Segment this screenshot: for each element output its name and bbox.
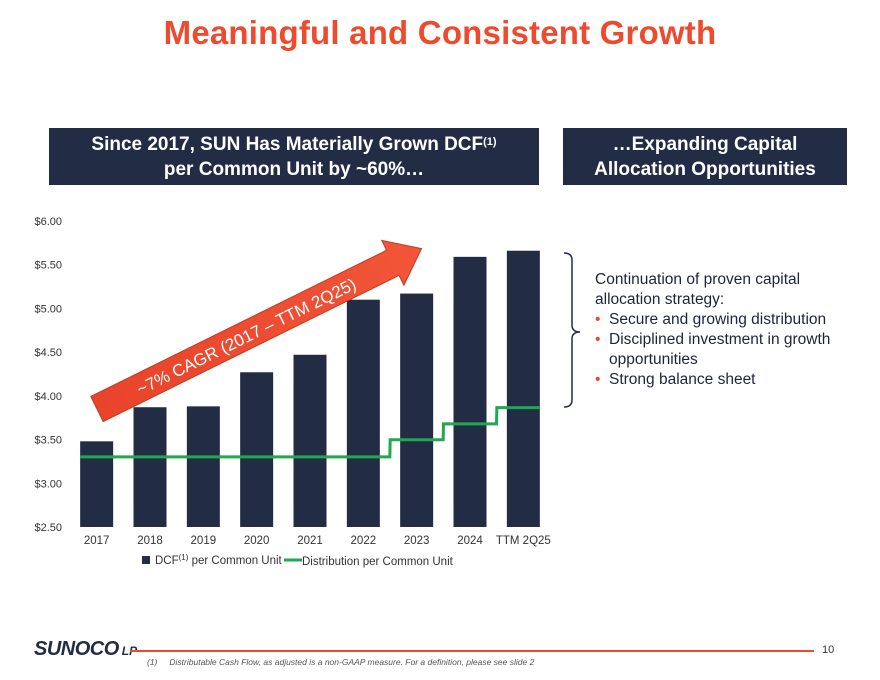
list-item: • Disciplined investment in growth opport… [595, 330, 845, 370]
bar-series [80, 250, 540, 527]
page-title: Meaningful and Consistent Growth [163, 14, 717, 51]
right-brace [563, 252, 581, 408]
chart-legend: DCF(1) per Common Unit Distribution per … [142, 553, 454, 568]
list-item-text: Secure and growing distribution [609, 311, 827, 328]
x-tick-label: 2022 [351, 535, 377, 547]
logo-suffix: LP [122, 644, 137, 658]
dcf-bar [453, 256, 487, 527]
capital-header-line1: …Expanding Capital [612, 134, 798, 155]
x-tick-label: 2020 [244, 535, 270, 547]
list-item: • Strong balance sheet [595, 370, 845, 390]
legend-dcf-swatch [142, 556, 150, 564]
footer-divider [130, 650, 814, 652]
x-tick-label: TTM 2Q25 [496, 535, 551, 547]
dcf-chart: 2017 2018 2019 2020 2021 2022 2023 2024 TTM 2Q25… [34, 216, 581, 568]
dcf-bar [80, 441, 114, 527]
dcf-bar [506, 250, 540, 527]
footnote-mark: (1) [147, 657, 158, 667]
list-item: • Secure and growing distribution [595, 310, 845, 330]
strategy-intro: Continuation of proven capital allocatio… [595, 271, 801, 308]
dcf-bar [400, 293, 434, 527]
dcf-bar [346, 299, 380, 527]
x-tick-label: 2024 [457, 535, 483, 547]
distribution-line [80, 406, 540, 459]
logo-main: SUNOCO [34, 638, 119, 660]
x-tick-label: 2021 [297, 535, 323, 547]
y-tick-label: $5.50 [34, 260, 62, 272]
y-tick-label: $6.00 [34, 216, 62, 228]
dcf-bar [293, 354, 327, 527]
y-tick-label: $2.50 [34, 522, 62, 534]
dcf-header-footnote-ref: (1) [483, 136, 497, 148]
sunoco-logo: SUNOCOLP [34, 638, 137, 661]
dcf-header-line1: Since 2017, SUN Has Materially Grown DCF… [49, 132, 539, 157]
footnote: (1) Distributable Cash Flow, as adjusted … [147, 657, 534, 667]
y-axis-labels: $2.50 $3.00 $3.50 $4.00 $4.50 $5.00 $5.50 $6.00 [34, 216, 62, 534]
strategy-text: Continuation of proven capital allocatio… [595, 270, 845, 390]
bullet-dot: • [595, 331, 601, 348]
y-tick-label: $3.00 [34, 478, 62, 490]
capital-header-line2: Allocation Opportunities [594, 159, 816, 180]
legend-dist-label: Distribution per Common Unit [302, 556, 454, 568]
footnote-text: Distributable Cash Flow, as adjusted is … [169, 657, 535, 667]
bullet-dot: • [595, 371, 601, 388]
legend-dcf-label: DCF(1) per Common Unit [155, 553, 283, 567]
list-item-text: Strong balance sheet [609, 371, 756, 388]
dcf-growth-header: Since 2017, SUN Has Materially Grown DCF… [49, 128, 539, 185]
x-tick-label: 2019 [191, 535, 217, 547]
dcf-bar [240, 372, 274, 527]
y-tick-label: $3.50 [34, 435, 62, 447]
dcf-header-line2: per Common Unit by ~60%… [163, 159, 425, 180]
y-tick-label: $4.00 [34, 391, 62, 403]
x-tick-label: 2017 [84, 535, 110, 547]
list-item-text: Disciplined investment in growth opportu… [609, 331, 831, 368]
dcf-bar [186, 406, 220, 527]
dcf-header-line1-text: Since 2017, SUN Has Materially Grown DCF [91, 134, 484, 155]
x-axis-labels: 2017 2018 2019 2020 2021 2022 2023 2024 TTM 2Q25 [84, 535, 551, 547]
page-number: 10 [822, 644, 835, 656]
x-tick-label: 2023 [404, 535, 430, 547]
strategy-list: • Secure and growing distribution • Discip… [595, 310, 845, 390]
bullet-dot: • [595, 311, 601, 328]
y-tick-label: $4.50 [34, 347, 62, 359]
capital-allocation-header: …Expanding Capital Allocation Opportunit… [563, 128, 847, 185]
dcf-bar [133, 407, 167, 527]
y-tick-label: $5.00 [34, 303, 62, 315]
x-tick-label: 2018 [137, 535, 163, 547]
